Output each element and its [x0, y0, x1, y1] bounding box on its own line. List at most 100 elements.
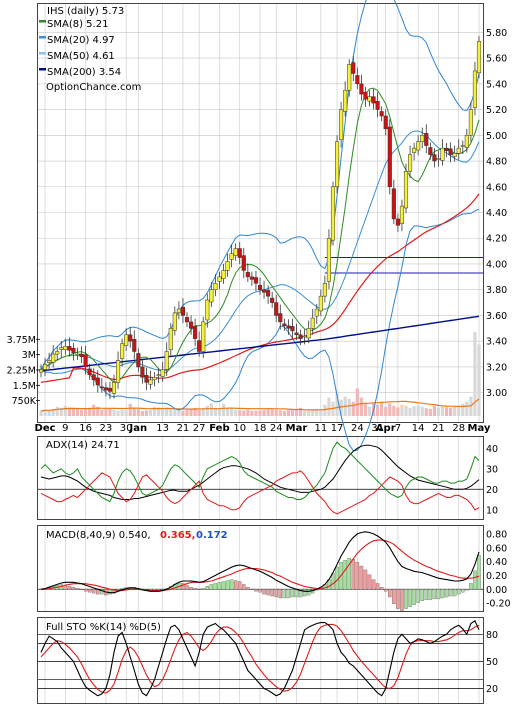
macd-signal-line	[41, 539, 480, 592]
macd-histogram-bar	[477, 555, 481, 590]
candle-body	[387, 126, 392, 188]
candle-body	[79, 353, 84, 357]
adx-tick-label: 30	[486, 464, 498, 475]
macd-histogram-bar	[416, 589, 420, 603]
candle-body	[43, 364, 48, 370]
volume-bar	[335, 391, 339, 416]
price-tick-label: 5.80	[486, 28, 507, 39]
candle-body	[476, 41, 482, 74]
volume-bar	[108, 407, 112, 416]
price-tick-label: 5.40	[486, 79, 507, 90]
volume-bar	[323, 404, 327, 416]
macd-histogram-bar	[432, 589, 437, 600]
candle-body	[294, 332, 299, 336]
volume-bar	[408, 407, 412, 416]
volume-bar	[136, 408, 140, 416]
macd-histogram-bar	[456, 589, 461, 595]
plus-di-line	[40, 441, 480, 503]
candle-body	[241, 255, 246, 271]
macd-histogram-bar	[396, 589, 400, 609]
volume-bar	[359, 397, 363, 416]
macd-histogram-bar	[225, 580, 230, 590]
volume-bar	[242, 410, 246, 416]
macd-histogram-bar	[79, 589, 84, 590]
volume-bar	[209, 403, 213, 416]
candle-body	[266, 290, 271, 297]
candle-body	[424, 133, 429, 146]
candle-body	[253, 277, 258, 284]
volume-bar	[400, 404, 404, 416]
macd-histogram-bar	[201, 588, 205, 590]
x-tick-label: May	[468, 423, 491, 434]
macd-histogram-bar	[306, 589, 311, 596]
macd-histogram-bar	[185, 585, 189, 590]
volume-bar	[148, 409, 153, 416]
volume-bar	[278, 410, 282, 416]
volume-bar	[457, 406, 461, 416]
macd-histogram-bar	[197, 589, 201, 590]
candle-body	[326, 237, 331, 282]
macd-histogram-bar	[440, 589, 445, 599]
volume-bar	[161, 408, 165, 416]
volume-bar	[392, 405, 396, 416]
candle-body	[335, 141, 340, 188]
volume-bar	[254, 410, 258, 416]
minus-di-line	[40, 470, 480, 515]
candle-body	[75, 353, 80, 356]
adx-line	[40, 444, 480, 500]
price-tick-label: 4.40	[486, 208, 507, 219]
candle-body	[172, 312, 177, 331]
x-tick-label: 21	[432, 423, 445, 434]
stochastic-panel-frame	[37, 617, 484, 704]
macd-histogram-bar	[424, 589, 429, 601]
volume-bar	[59, 407, 63, 416]
macd-histogram-bar	[83, 589, 88, 592]
candle-body	[225, 261, 230, 271]
x-tick-label: 9	[62, 423, 68, 434]
volume-bar	[112, 409, 116, 416]
macd-tick-label: 0.40	[486, 557, 507, 568]
macd-histogram-bar	[461, 589, 465, 593]
macd-histogram-bar	[412, 589, 416, 605]
volume-bar	[440, 406, 445, 416]
price-tick-label: 3.20	[486, 362, 507, 373]
price-tick-label: 5.60	[486, 54, 507, 65]
adx-title: ADX(14) 24.71	[46, 440, 120, 451]
volume-bar	[217, 408, 222, 416]
candle-body	[330, 186, 336, 241]
macd-histogram-bar	[392, 589, 396, 604]
candle-body	[343, 89, 348, 112]
volume-bar	[436, 407, 441, 416]
macd-tick-label: 0.80	[486, 529, 507, 540]
x-tick-label: 24	[270, 423, 283, 434]
volume-bar	[75, 408, 80, 416]
adx-tick-label: 10	[486, 505, 498, 516]
macd-histogram-bar	[229, 579, 234, 590]
candle-body	[286, 325, 291, 329]
macd-histogram-bar	[67, 586, 72, 590]
macd-histogram-bar	[351, 559, 356, 590]
candle-body	[468, 109, 473, 136]
volume-bar	[63, 405, 67, 416]
volume-bar	[286, 409, 290, 416]
volume-bar	[404, 405, 408, 416]
adx-tick-label: 20	[486, 485, 498, 496]
volume-bar	[197, 409, 201, 416]
candle-body	[363, 91, 368, 100]
volume-bar	[152, 406, 157, 416]
volume-bar	[311, 409, 315, 416]
legend-swatch	[39, 36, 46, 39]
legend-item-sma50: SMA(50) 4.61	[39, 51, 115, 62]
volume-bar	[132, 407, 136, 416]
candle-body	[245, 272, 250, 278]
candle-body	[160, 369, 165, 377]
volume-bar	[84, 409, 88, 416]
candle-body	[55, 351, 60, 355]
legend-swatch	[39, 68, 46, 71]
volume-bar	[185, 409, 189, 416]
volume-bar	[177, 410, 181, 416]
x-tick-label: 14	[412, 423, 425, 434]
candle-body	[103, 387, 108, 391]
x-tick-label: 13	[156, 423, 169, 434]
macd-histogram-bar	[242, 584, 246, 590]
